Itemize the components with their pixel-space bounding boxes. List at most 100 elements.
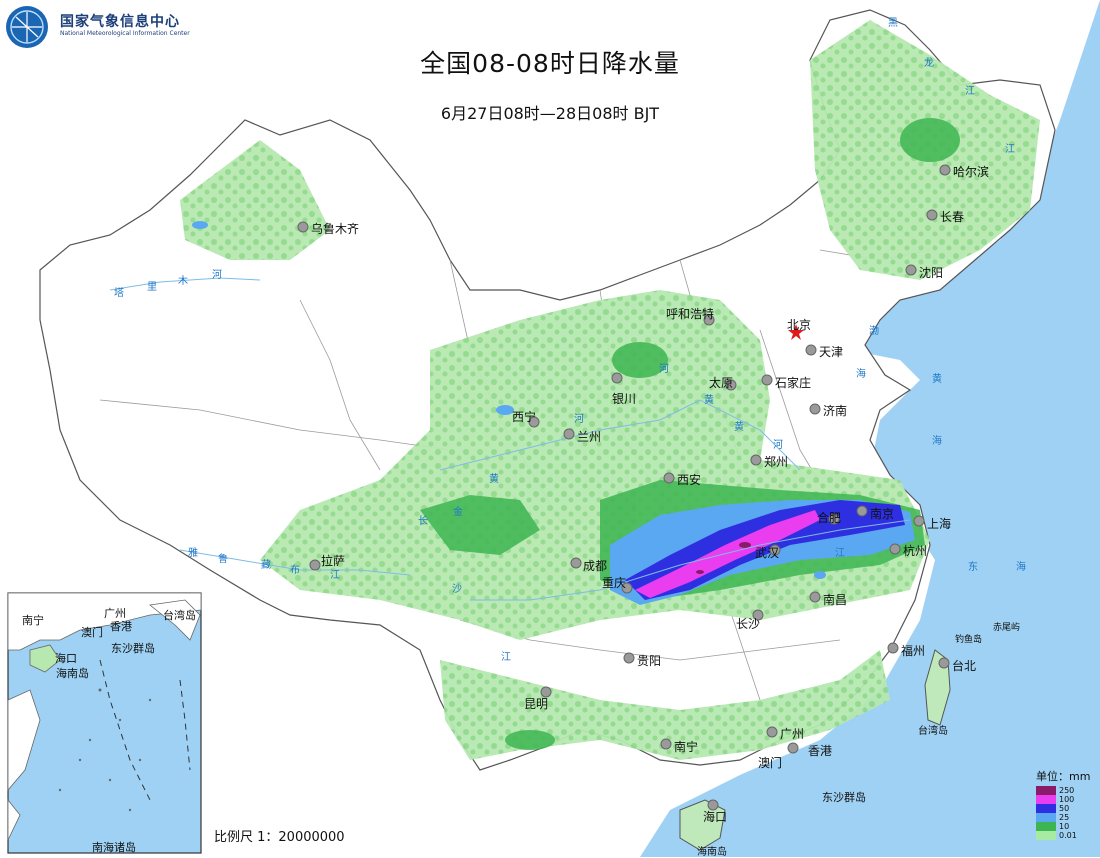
legend-value: 25 xyxy=(1059,813,1070,822)
legend-value: 250 xyxy=(1059,786,1075,795)
legend-title: 单位：mm xyxy=(1036,770,1091,783)
hainan-island-shape xyxy=(679,799,726,851)
river-label-yellow: 河 xyxy=(659,364,669,375)
city-label-guiyang: 贵阳 xyxy=(637,654,662,668)
river-label-yangtze: 江 xyxy=(501,652,511,663)
city-label-chengdu: 成都 xyxy=(583,559,608,573)
inset-title: 南海诸岛 xyxy=(92,841,136,854)
legend-value: 100 xyxy=(1059,795,1075,804)
org-name-cn: 国家气象信息中心 xyxy=(60,14,180,30)
city-label-jinan: 济南 xyxy=(823,404,848,418)
island-label-taiwan: 台湾岛 xyxy=(918,726,948,737)
inset-label-haikou: 海口 xyxy=(55,652,77,665)
legend-item: 50 xyxy=(1036,804,1096,813)
nmic-logo-icon xyxy=(6,6,48,48)
city-label-shanghai: 上海 xyxy=(927,517,952,531)
legend-item: 0.01 xyxy=(1036,831,1096,840)
city-label-nanjing: 南京 xyxy=(870,507,895,521)
city-label-harbin: 哈尔滨 xyxy=(953,165,990,179)
river-label-yangtze: 江 xyxy=(835,548,845,559)
city-label-tianjin: 天津 xyxy=(819,345,844,359)
sea-label-east: 东 xyxy=(968,562,978,573)
inset-label-taiwan: 台湾岛 xyxy=(163,609,196,622)
city-label-haikou: 海口 xyxy=(703,810,728,824)
river-label-heilong: 黑 xyxy=(888,18,898,29)
sea-label-bohai: 海 xyxy=(856,369,866,380)
city-label-nanning: 南宁 xyxy=(674,740,699,754)
inset-label-guangzhou: 广州 xyxy=(104,607,126,620)
river-label-yarlung: 布 xyxy=(290,565,300,576)
map-subtitle: 6月27日08时—28日08时 BJT xyxy=(440,104,660,123)
island-label-diaoyu: 钓鱼岛 xyxy=(955,635,983,645)
legend-value: 50 xyxy=(1059,804,1070,813)
island-label-hainan: 海南岛 xyxy=(697,847,727,858)
city-label-hongkong: 香港 xyxy=(808,744,833,758)
legend-swatch xyxy=(1036,795,1056,804)
legend-item: 250 xyxy=(1036,786,1096,795)
city-label-kunming: 昆明 xyxy=(524,697,549,711)
city-label-changchun: 长春 xyxy=(940,210,965,224)
river-label-yangtze: 金 xyxy=(453,507,463,518)
sea-label-yellow: 黄 xyxy=(932,374,942,385)
south-china-sea-inset xyxy=(7,592,202,854)
city-label-taipei: 台北 xyxy=(952,659,977,673)
river-label-yellow: 黄 xyxy=(734,422,744,433)
river-label-yellow: 河 xyxy=(574,414,584,425)
island-label-dongsha: 东沙群岛 xyxy=(822,791,866,804)
river-label-tarim: 里 xyxy=(147,282,157,293)
org-name-en: National Meteorological Information Cent… xyxy=(60,30,190,37)
map-title: 全国08-08时日降水量 xyxy=(420,49,680,78)
city-label-chongqing: 重庆 xyxy=(602,576,627,590)
sea-label-yellow: 海 xyxy=(932,436,942,447)
river-label-yarlung: 鲁 xyxy=(218,554,228,565)
river-label-yarlung: 江 xyxy=(330,570,340,581)
legend-swatch xyxy=(1036,831,1056,840)
legend-item: 25 xyxy=(1036,813,1096,822)
legend-swatch xyxy=(1036,804,1056,813)
legend-value: 0.01 xyxy=(1059,831,1077,840)
island-label-chiwei: 赤尾屿 xyxy=(993,623,1021,633)
legend-swatch xyxy=(1036,822,1056,831)
river-label-tarim: 塔 xyxy=(114,288,124,299)
sea-label-bohai: 渤 xyxy=(869,326,879,337)
legend-item: 100 xyxy=(1036,795,1096,804)
city-label-changsha: 长沙 xyxy=(736,617,761,631)
city-label-macau: 澳门 xyxy=(758,756,783,770)
city-label-beijing: 北京 xyxy=(787,318,812,332)
rain-area-100mm xyxy=(635,510,820,598)
city-label-hangzhou: 杭州 xyxy=(903,544,928,558)
inset-label-macau: 澳门 xyxy=(81,626,103,639)
legend-swatch xyxy=(1036,813,1056,822)
city-label-nanchang: 南昌 xyxy=(823,593,848,607)
city-label-yinchuan: 银川 xyxy=(612,392,637,406)
city-label-xining: 西宁 xyxy=(512,410,537,424)
city-label-zhengzhou: 郑州 xyxy=(764,455,789,469)
precipitation-legend: 单位：mm 250 100 50 25 10 0.01 xyxy=(1036,768,1096,840)
river-label-yellow: 黄 xyxy=(489,474,499,485)
river-label-heilong: 江 xyxy=(1005,144,1015,155)
city-label-taiyuan: 太原 xyxy=(709,376,734,390)
river-label-yarlung: 雅 xyxy=(188,548,198,559)
river-label-yangtze: 沙 xyxy=(452,584,462,595)
lakes xyxy=(192,221,826,579)
inset-label-hongkong: 香港 xyxy=(110,620,132,633)
legend-swatch xyxy=(1036,786,1056,795)
sea-label-east: 海 xyxy=(1016,562,1026,573)
inset-label-hainan: 海南岛 xyxy=(56,667,89,680)
legend-item: 10 xyxy=(1036,822,1096,831)
river-label-tarim: 木 xyxy=(178,276,188,287)
river-label-yarlung: 藏 xyxy=(261,560,271,571)
sea-area xyxy=(640,0,1100,857)
city-label-xian: 西安 xyxy=(677,473,702,487)
city-label-shenyang: 沈阳 xyxy=(919,266,944,280)
scale-label: 比例尺 1：20000000 xyxy=(214,830,345,845)
river-label-yellow: 河 xyxy=(773,440,783,451)
city-label-urumqi: 乌鲁木齐 xyxy=(311,222,360,236)
river-label-yellow: 黄 xyxy=(704,395,714,406)
river-label-yangtze: 长 xyxy=(418,516,428,527)
river-label-tarim: 河 xyxy=(212,270,222,281)
rivers xyxy=(109,277,911,601)
city-markers xyxy=(297,164,951,811)
city-label-hefei: 合肥 xyxy=(817,511,842,525)
